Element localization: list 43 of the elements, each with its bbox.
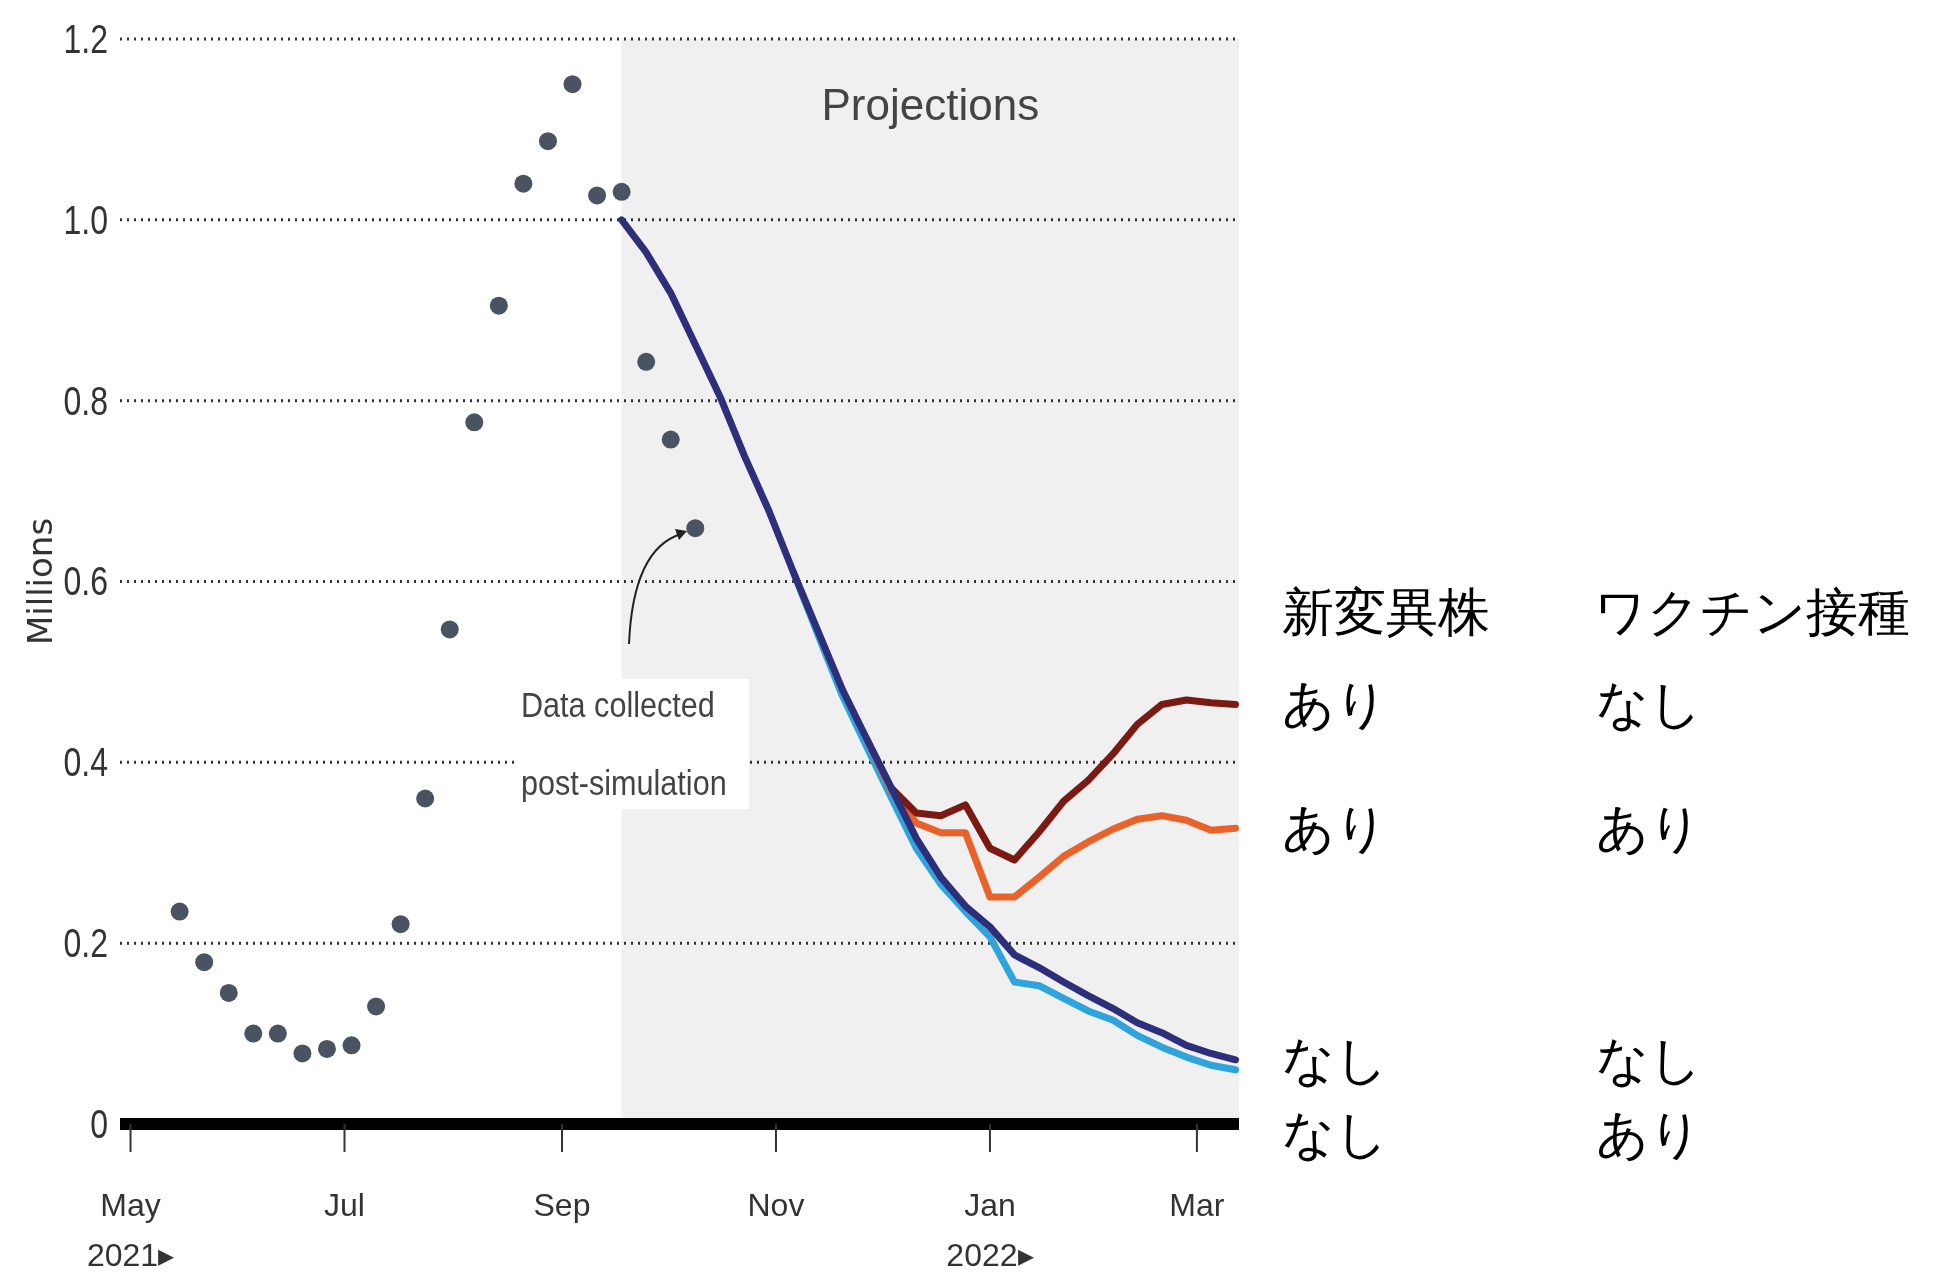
annotation: Data collected post-simulation xyxy=(521,684,727,803)
point xyxy=(686,519,705,538)
point xyxy=(514,174,533,193)
point xyxy=(293,1044,312,1063)
point xyxy=(637,352,656,371)
series-label: あり なし xyxy=(1282,673,1702,737)
point xyxy=(661,430,680,449)
y-tick-label: 0.6 xyxy=(63,559,108,605)
y-tick-label: 1.0 xyxy=(63,197,108,243)
point xyxy=(465,413,484,432)
point xyxy=(219,983,238,1002)
legend-title: 新変異株 ワクチン接種 xyxy=(1282,581,1910,645)
y-tick-label: 0.2 xyxy=(63,920,108,966)
x-tick-label: Mar xyxy=(1169,1187,1225,1223)
point xyxy=(244,1024,263,1043)
point xyxy=(342,1036,361,1055)
point xyxy=(538,132,557,151)
point xyxy=(367,997,386,1016)
point xyxy=(440,620,459,639)
x-tick-label: Jul xyxy=(324,1187,365,1223)
band-label: Projections xyxy=(821,80,1040,130)
point xyxy=(170,902,189,921)
point xyxy=(268,1024,287,1043)
x-tick-label: Jan 2022▸ xyxy=(946,1187,1034,1272)
x-tick-label: May 2021▸ xyxy=(86,1187,175,1272)
point xyxy=(391,915,410,934)
x-tick-label: Sep xyxy=(533,1187,591,1223)
point xyxy=(416,789,435,808)
point xyxy=(612,182,631,201)
point xyxy=(317,1039,336,1058)
x-tick-label: Nov xyxy=(747,1187,805,1223)
point xyxy=(563,75,582,94)
y-tick-label: 0.8 xyxy=(63,378,108,424)
y-tick-label: 1.2 xyxy=(63,16,108,62)
y-axis-title: Millions xyxy=(20,517,61,646)
series-label: なし あり xyxy=(1282,1102,1702,1166)
y-tick-label: 0 xyxy=(90,1101,108,1147)
point xyxy=(588,186,607,205)
point xyxy=(195,953,214,972)
point xyxy=(489,296,508,315)
y-tick-label: 0.4 xyxy=(63,739,108,786)
series-label: あり あり xyxy=(1282,797,1702,861)
series-label: なし なし xyxy=(1282,1028,1702,1092)
